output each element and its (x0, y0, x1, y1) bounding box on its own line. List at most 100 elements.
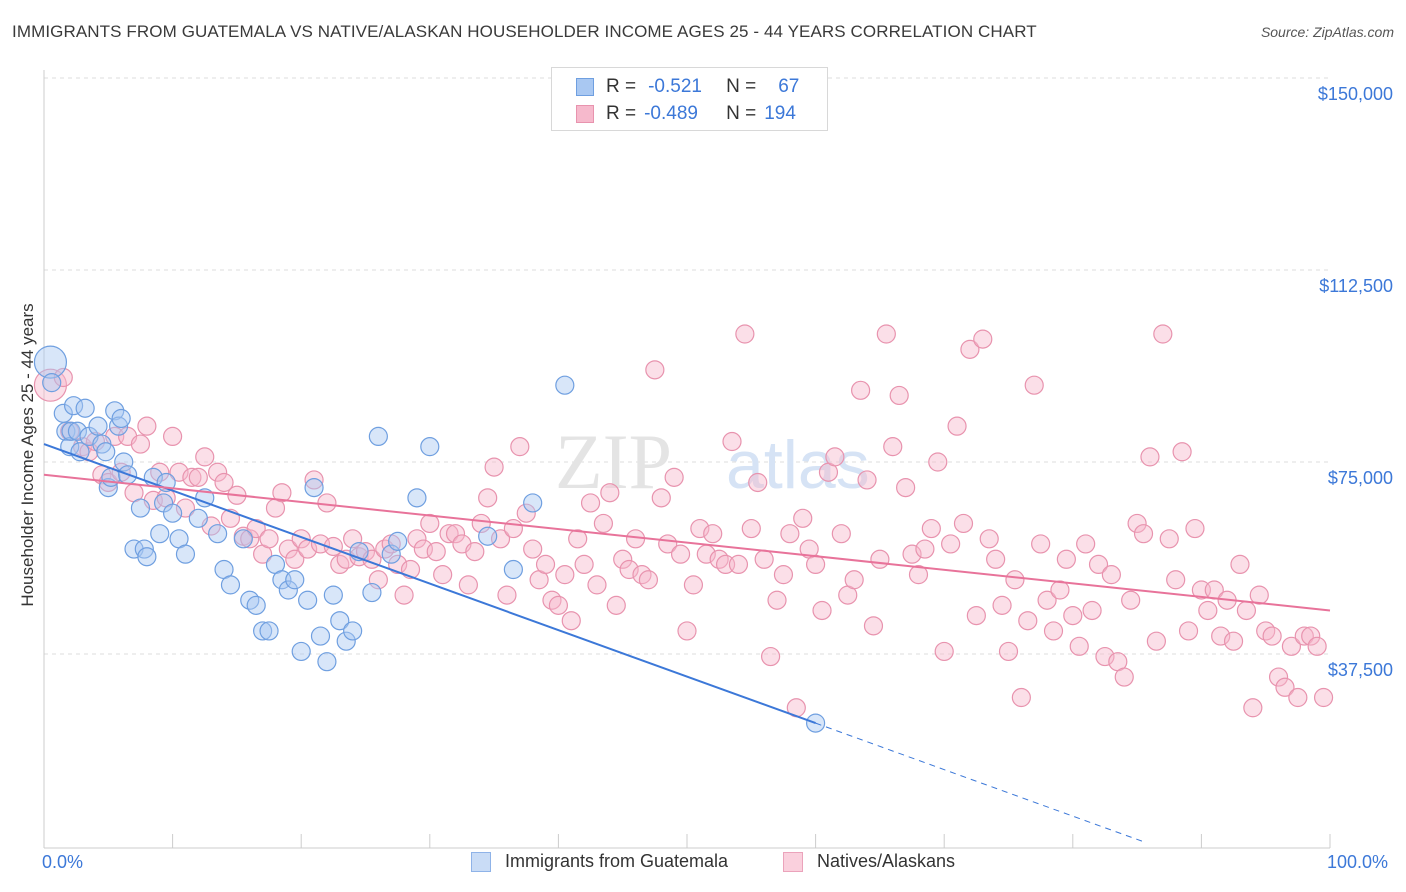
point-natives (1095, 646, 1115, 667)
point-guatemala (150, 524, 170, 544)
point-guatemala (233, 529, 253, 549)
point-natives (169, 462, 189, 482)
point-natives (709, 549, 729, 569)
point-guatemala (336, 631, 356, 651)
point-natives (741, 518, 761, 539)
y-tick-label: $75,000 (1328, 468, 1393, 488)
point-natives (1294, 626, 1314, 646)
point-natives (844, 570, 864, 590)
point-natives (966, 605, 986, 626)
point-natives (1256, 621, 1276, 641)
source-credit: Source: ZipAtlas.com (1260, 24, 1394, 40)
chart-title: IMMIGRANTS FROM GUATEMALA VS NATIVE/ALAS… (12, 22, 1037, 41)
point-natives (272, 483, 292, 503)
point-natives (760, 646, 781, 667)
point-natives (1236, 600, 1257, 621)
point-natives (214, 472, 234, 493)
point-guatemala (188, 508, 208, 528)
correlation-legend: R = -0.521 N = 67 R = -0.489 N = 194 (551, 67, 828, 131)
point-natives (182, 467, 202, 487)
point-natives (548, 595, 569, 615)
point-natives (542, 590, 562, 610)
point-natives (1056, 549, 1076, 569)
point-natives (883, 437, 903, 457)
point-natives (1198, 600, 1218, 621)
point-natives (175, 498, 196, 518)
legend-row-guatemala: R = -0.521 N = 67 (576, 75, 799, 99)
point-guatemala (208, 524, 228, 544)
grid-lines (44, 77, 1330, 655)
point-guatemala (246, 595, 266, 615)
point-natives (979, 529, 999, 549)
point-natives (889, 385, 909, 406)
legend-n-label: N = (726, 76, 757, 97)
point-natives (503, 518, 523, 539)
watermark-atlas: atlas (726, 427, 870, 503)
point-natives (619, 559, 639, 580)
point-guatemala (137, 547, 157, 567)
point-guatemala (96, 442, 116, 462)
point-guatemala (75, 398, 95, 418)
point-guatemala (310, 626, 331, 646)
legend-swatch-blue (576, 78, 594, 96)
point-natives (870, 549, 890, 569)
point-natives (587, 575, 607, 595)
point-natives (793, 508, 813, 528)
point-natives (593, 513, 614, 534)
series-natives-alaskans (33, 324, 1334, 718)
point-natives (1307, 636, 1327, 656)
point-natives (902, 544, 922, 564)
point-guatemala (67, 421, 88, 441)
point-natives (130, 434, 151, 454)
point-natives (1076, 534, 1096, 554)
point-natives (1088, 554, 1109, 575)
point-natives (928, 452, 948, 472)
point-natives (1146, 631, 1166, 651)
point-guatemala (63, 396, 84, 416)
point-natives (188, 467, 208, 487)
point-guatemala (555, 375, 575, 395)
point-natives (773, 565, 794, 585)
point-natives (908, 565, 929, 585)
point-natives (1069, 636, 1089, 656)
point-natives (638, 570, 659, 590)
point-natives (535, 554, 556, 575)
point-guatemala (523, 493, 543, 513)
point-natives (407, 529, 427, 549)
point-natives (1082, 600, 1102, 621)
point-natives (1005, 570, 1025, 590)
point-natives (497, 585, 517, 605)
point-natives (1018, 611, 1038, 631)
point-natives (304, 470, 324, 490)
point-natives (523, 539, 543, 559)
point-guatemala (163, 503, 183, 523)
point-guatemala (478, 526, 498, 546)
point-natives (831, 524, 851, 544)
point-natives (420, 513, 440, 534)
point-natives (812, 600, 832, 621)
point-guatemala (33, 345, 68, 379)
point-guatemala (195, 488, 215, 508)
trend-line-guatemala-extension (815, 722, 1145, 843)
point-natives (445, 524, 466, 544)
point-natives (1063, 605, 1083, 626)
point-natives (941, 534, 961, 554)
point-natives (1114, 667, 1134, 687)
point-guatemala (108, 416, 129, 436)
point-natives (664, 467, 684, 487)
point-natives (458, 575, 478, 595)
point-natives (728, 554, 749, 575)
point-natives (1024, 375, 1044, 395)
legend-r-value: -0.489 (644, 103, 698, 124)
point-natives (285, 549, 305, 569)
point-natives (876, 324, 896, 344)
point-natives (433, 565, 453, 585)
point-guatemala (330, 611, 350, 631)
point-natives (1031, 534, 1051, 554)
point-natives (516, 503, 536, 523)
point-natives (1133, 524, 1154, 544)
legend-swatch-pink (783, 851, 803, 872)
axes (43, 70, 1331, 849)
legend-r-value: -0.521 (648, 76, 702, 97)
point-natives (1101, 565, 1121, 585)
